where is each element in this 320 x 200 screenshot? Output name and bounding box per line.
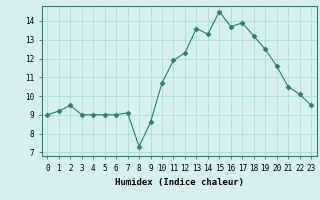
X-axis label: Humidex (Indice chaleur): Humidex (Indice chaleur) xyxy=(115,178,244,187)
